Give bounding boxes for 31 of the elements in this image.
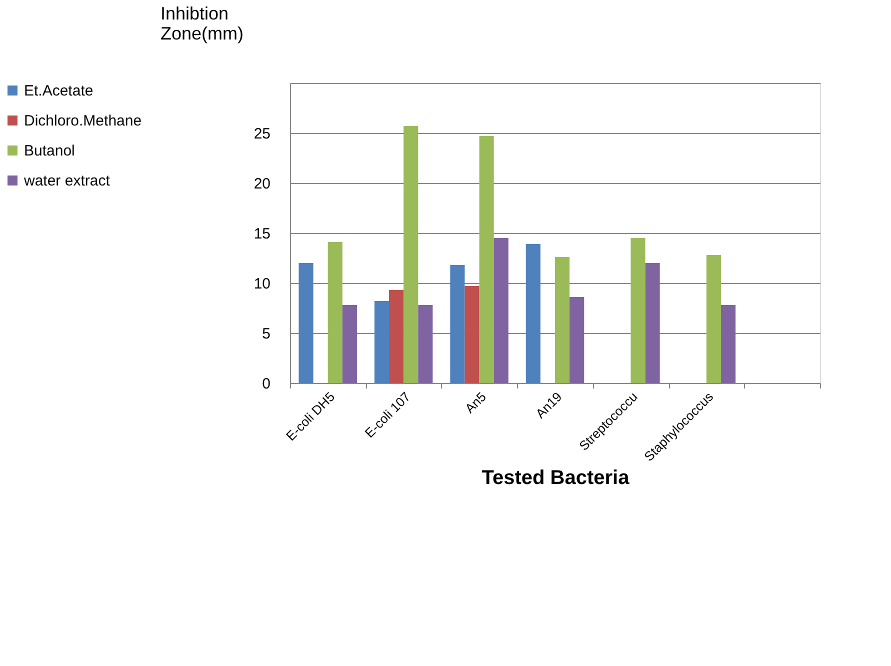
- y-tick-label: 25: [254, 126, 270, 142]
- bar: [374, 301, 390, 383]
- bar: [494, 238, 508, 383]
- y-tick-label: 20: [254, 176, 270, 192]
- bar: [464, 286, 480, 383]
- y-tick-label: 15: [254, 226, 270, 242]
- bar: [328, 242, 342, 383]
- y-tick-label: 5: [262, 326, 270, 342]
- bar: [479, 136, 494, 383]
- bar: [555, 257, 570, 383]
- bar: [450, 265, 465, 383]
- bar: [298, 263, 314, 383]
- bar: [418, 305, 433, 383]
- bar: [404, 126, 418, 383]
- bar: [570, 297, 584, 383]
- y-axis-title: Inhibtion Zone(mm): [160, 4, 244, 44]
- bar: [645, 263, 660, 383]
- bar: [706, 255, 721, 383]
- legend-label: Dichloro.Methane: [24, 112, 142, 130]
- y-tick-label: 0: [262, 376, 270, 392]
- legend-label: Et.Acetate: [24, 82, 94, 100]
- legend-label: water extract: [23, 172, 111, 190]
- y-tick-label: 10: [254, 276, 270, 292]
- bar: [720, 305, 736, 383]
- bar: [630, 238, 646, 383]
- x-tick-label: An5: [462, 389, 489, 416]
- bar: [342, 305, 357, 383]
- x-axis-title: Tested Bacteria: [482, 467, 630, 490]
- legend-label: Butanol: [24, 142, 75, 160]
- bar: [389, 290, 404, 383]
- bar: [526, 244, 540, 383]
